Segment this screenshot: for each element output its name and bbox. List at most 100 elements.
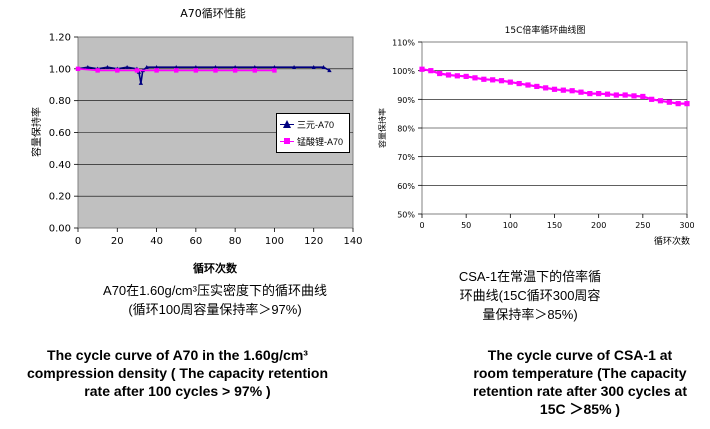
- caption-right-cn: CSA-1在常温下的倍率循 环曲线(15C循环300周容 量保持率＞85%): [458, 269, 602, 322]
- right-data-point: [649, 96, 655, 102]
- left-data-point: [311, 65, 316, 70]
- caption-left-cn: A70在1.60g/cm³压实密度下的循环曲线 (循环100周容量保持率＞97%…: [103, 283, 327, 317]
- left-x-tick-label: 40: [150, 236, 163, 247]
- right-data-point: [657, 98, 664, 104]
- right-data-point: [419, 66, 425, 72]
- right-data-point: [472, 75, 478, 81]
- right-data-point: [534, 83, 540, 90]
- right-data-point: [437, 70, 443, 77]
- chart-right-ylabel: 容量保持率: [377, 108, 387, 148]
- right-data-point: [604, 91, 611, 97]
- left-x-tick-label: 20: [111, 236, 124, 247]
- right-data-point: [551, 86, 558, 92]
- left-data-point: [321, 65, 326, 70]
- right-y-tick-label: 100%: [392, 67, 415, 76]
- chart-right-xlabel: 循环次数: [654, 235, 690, 247]
- left-y-tick-label: 0.20: [49, 192, 71, 203]
- right-data-point: [560, 87, 566, 93]
- left-data-point: [272, 68, 277, 73]
- left-data-point: [134, 68, 140, 73]
- left-data-point: [144, 65, 149, 70]
- right-x-tick-label: 150: [547, 221, 562, 230]
- right-x-tick-label: 0: [419, 221, 424, 230]
- caption-right-en: The cycle curve of CSA-1 at room tempera…: [473, 347, 687, 417]
- right-data-point: [640, 93, 646, 100]
- right-data-point: [490, 77, 496, 83]
- left-data-point: [193, 68, 199, 73]
- legend-item-ternary: 三元-A70: [280, 117, 334, 131]
- left-data-point: [174, 65, 179, 70]
- left-data-point: [105, 65, 110, 70]
- left-data-point: [154, 65, 159, 70]
- left-data-point: [252, 65, 257, 70]
- right-x-tick-label: 100: [503, 221, 518, 230]
- right-data-point: [507, 79, 513, 85]
- left-data-point: [95, 68, 100, 73]
- right-data-point: [463, 73, 469, 79]
- right-y-tick-label: 60%: [397, 182, 415, 191]
- left-data-point: [85, 65, 91, 70]
- right-data-point: [631, 93, 637, 99]
- right-y-tick-label: 50%: [397, 211, 415, 220]
- right-y-tick-label: 70%: [397, 153, 415, 162]
- right-y-tick-label: 80%: [397, 125, 415, 134]
- right-data-point: [543, 85, 549, 91]
- left-data-point: [124, 65, 130, 70]
- caption-left-en: The cycle curve of A70 in the 1.60g/cm³ …: [26, 347, 329, 399]
- legend-item-lmo: 锰酸锂-A70: [280, 134, 343, 148]
- right-data-point: [596, 91, 602, 97]
- left-x-tick-label: 100: [265, 236, 284, 247]
- left-data-point: [232, 65, 238, 70]
- left-data-point: [232, 68, 238, 73]
- right-data-point: [675, 101, 681, 107]
- right-data-point: [622, 92, 628, 98]
- legend-square-marker-icon: [280, 137, 294, 146]
- left-data-point: [291, 65, 297, 70]
- left-data-point: [272, 65, 277, 70]
- left-data-point: [115, 68, 120, 73]
- left-x-tick-label: 80: [229, 236, 242, 247]
- right-data-point: [516, 80, 522, 87]
- right-data-point: [525, 82, 531, 88]
- left-x-tick-label: 140: [343, 236, 362, 247]
- right-data-point: [684, 101, 690, 107]
- left-y-tick-label: 1.20: [49, 33, 71, 44]
- right-y-tick-label: 90%: [397, 96, 415, 105]
- left-y-tick-label: 0.80: [49, 96, 71, 107]
- chart-left-ylabel: 容量保持率: [30, 107, 43, 157]
- left-data-point: [174, 68, 179, 73]
- left-y-tick-label: 0.00: [49, 224, 71, 235]
- right-data-point: [454, 73, 460, 79]
- left-data-point: [327, 68, 332, 73]
- right-x-tick-label: 50: [461, 221, 471, 230]
- right-x-tick-label: 300: [679, 221, 694, 230]
- right-data-point: [569, 88, 575, 94]
- right-y-tick-label: 110%: [392, 39, 415, 48]
- legend-triangle-marker-icon: [280, 119, 294, 129]
- right-x-tick-label: 200: [591, 221, 606, 230]
- left-data-point: [193, 65, 199, 70]
- left-data-point: [75, 66, 81, 72]
- left-data-point: [252, 68, 257, 73]
- chart-left-xlabel: 循环次数: [193, 261, 238, 275]
- chart-left-title: A70循环性能: [180, 6, 246, 20]
- left-y-tick-label: 0.60: [49, 128, 71, 139]
- right-data-point: [445, 72, 452, 78]
- legend-label-lmo: 锰酸锂-A70: [297, 136, 344, 147]
- chart-left-legend: 三元-A70 锰酸锂-A70: [276, 113, 350, 153]
- left-data-point: [138, 80, 144, 85]
- left-x-tick-label: 120: [304, 236, 323, 247]
- right-data-point: [428, 68, 434, 74]
- legend-label-ternary: 三元-A70: [297, 119, 335, 130]
- right-data-point: [587, 91, 593, 97]
- chart-right-title: 15C倍率循环曲线图: [505, 24, 586, 36]
- right-x-tick-label: 250: [635, 221, 650, 230]
- right-data-point: [498, 78, 505, 84]
- left-y-tick-label: 0.40: [49, 160, 71, 171]
- left-y-tick-label: 1.00: [49, 64, 71, 75]
- left-series-line-0: [77, 66, 330, 84]
- left-data-point: [213, 68, 218, 73]
- left-data-point: [213, 65, 218, 70]
- right-data-point: [481, 76, 487, 82]
